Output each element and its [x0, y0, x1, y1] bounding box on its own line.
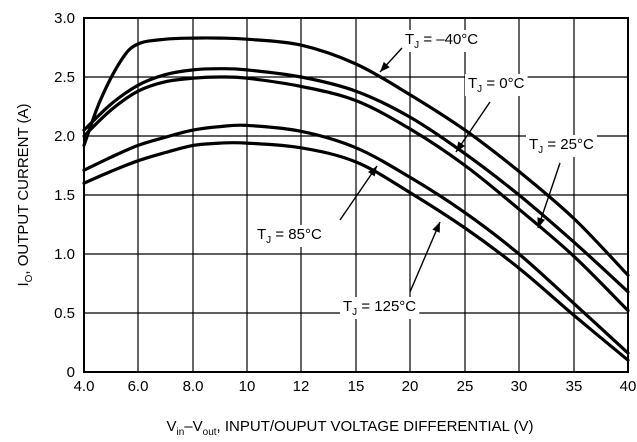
- leader-line: [455, 101, 491, 153]
- y-tick-label: 1.0: [54, 246, 75, 263]
- svg-text:TJ = 85°C: TJ = 85°C: [257, 226, 322, 246]
- leader-line: [339, 165, 378, 221]
- curve-labels: TJ = –40°C TJ = 0°C TJ = 25°C TJ = 85°C TJ =…: [254, 30, 597, 319]
- arrowhead: [456, 141, 465, 152]
- x-tick-labels: 4.0 6.0 8.0 10 12 15 20 25 30 35 40: [74, 378, 637, 395]
- series-line-85c: [82, 123, 630, 355]
- x-tick-label: 4.0: [74, 378, 95, 395]
- x-axis-label: Vin–Vout, INPUT/OUPUT VOLTAGE DIFFERENTI…: [166, 418, 533, 438]
- y-tick-label: 2.0: [54, 128, 75, 145]
- leader-line: [537, 162, 561, 229]
- arrowhead: [537, 217, 545, 228]
- series-line-25c: [82, 75, 630, 313]
- y-tick-label: 0: [67, 364, 75, 381]
- x-tick-label: 12: [293, 378, 310, 395]
- label-tj-minus40c: TJ = –40°C: [379, 30, 482, 73]
- series-line-0c: [82, 67, 630, 294]
- x-tick-label: 35: [566, 378, 583, 395]
- svg-text:TJ = 0°C: TJ = 0°C: [468, 75, 525, 95]
- x-tick-label: 8.0: [183, 378, 204, 395]
- x-tick-label: 40: [620, 378, 637, 395]
- arrowhead: [432, 222, 440, 233]
- arrowhead: [380, 61, 390, 72]
- label-tj-0c: TJ = 0°C: [455, 74, 528, 153]
- y-tick-label: 1.5: [54, 187, 75, 204]
- x-tick-label: 6.0: [128, 378, 149, 395]
- series-line-125c: [82, 141, 630, 362]
- leader-line: [409, 221, 441, 293]
- x-tick-label: 30: [511, 378, 528, 395]
- svg-text:TJ = –40°C: TJ = –40°C: [405, 31, 478, 51]
- plot-frame: [83, 17, 629, 373]
- label-tj-25c: TJ = 25°C: [526, 135, 597, 229]
- arrowhead: [368, 166, 377, 177]
- series-line-minus40c: [82, 36, 630, 277]
- x-tick-label: 20: [402, 378, 419, 395]
- y-tick-label: 2.5: [54, 69, 75, 86]
- label-tj-125c: TJ = 125°C: [340, 221, 441, 319]
- curves: [82, 36, 630, 362]
- svg-text:TJ = 25°C: TJ = 25°C: [529, 136, 594, 156]
- x-tick-label: 15: [348, 378, 365, 395]
- y-tick-label: 3.0: [54, 10, 75, 27]
- x-tick-label: 10: [239, 378, 256, 395]
- svg-text:TJ = 125°C: TJ = 125°C: [343, 298, 416, 318]
- y-tick-label: 0.5: [54, 305, 75, 322]
- y-axis-label: IO, OUTPUT CURRENT (A): [15, 103, 35, 286]
- y-tick-labels: 0 0.5 1.0 1.5 2.0 2.5 3.0: [54, 10, 75, 381]
- label-tj-85c: TJ = 85°C: [254, 165, 378, 247]
- x-tick-label: 25: [457, 378, 474, 395]
